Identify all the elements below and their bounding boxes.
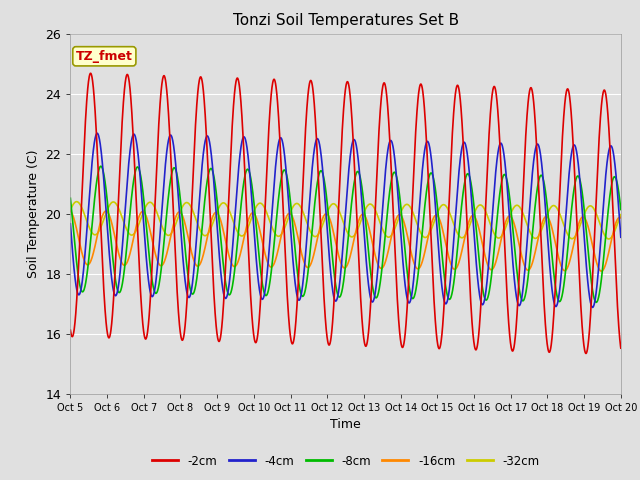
Legend: -2cm, -4cm, -8cm, -16cm, -32cm: -2cm, -4cm, -8cm, -16cm, -32cm [147,450,544,472]
Title: Tonzi Soil Temperatures Set B: Tonzi Soil Temperatures Set B [232,13,459,28]
Y-axis label: Soil Temperature (C): Soil Temperature (C) [27,149,40,278]
Text: TZ_fmet: TZ_fmet [76,50,132,63]
X-axis label: Time: Time [330,418,361,431]
